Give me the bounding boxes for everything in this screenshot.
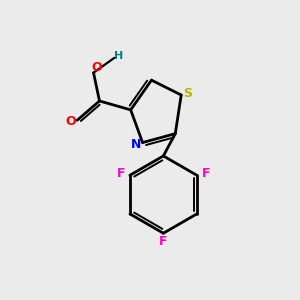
Text: O: O: [91, 61, 102, 74]
Text: O: O: [65, 115, 76, 128]
Text: F: F: [117, 167, 125, 180]
Text: F: F: [159, 235, 168, 248]
Text: S: S: [183, 87, 192, 100]
Text: F: F: [202, 167, 210, 180]
Text: N: N: [131, 138, 141, 151]
Text: H: H: [114, 51, 123, 62]
